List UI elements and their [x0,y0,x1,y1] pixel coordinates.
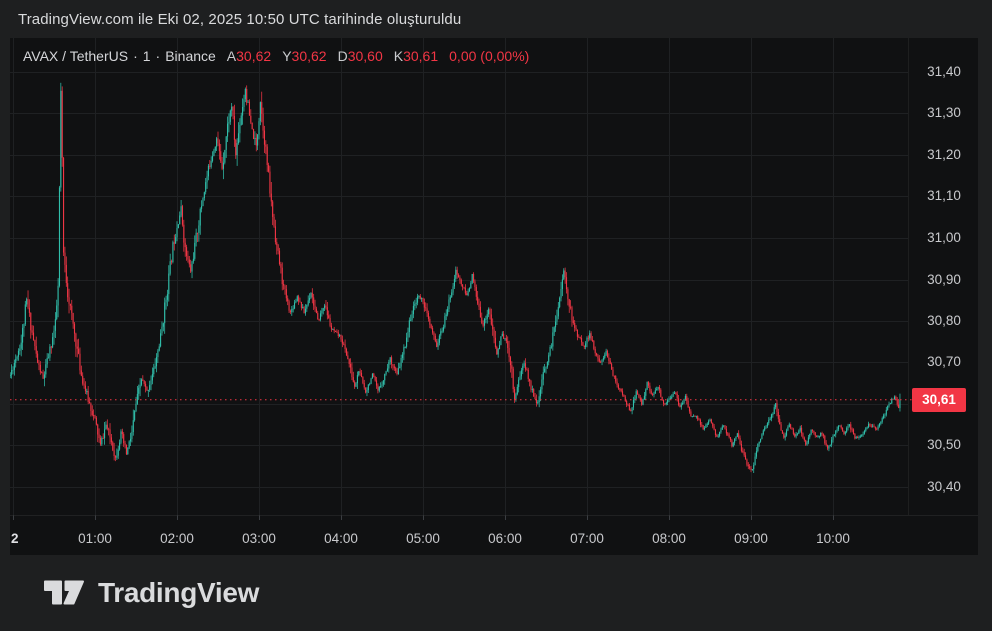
price-axis[interactable]: 31,40 31,30 31,20 31,10 31,00 30,90 30,80 30,70… [908,38,978,515]
exchange-label: Binance [165,48,216,64]
time-tick-label: 02:00 [160,531,194,546]
ohlc-values: A30,62 Y30,62 D30,60 K30,61 [216,48,438,64]
candles [10,82,901,473]
time-tick-label: 05:00 [406,531,440,546]
day-boundary-label: 2 [11,531,19,546]
price-tick-label: 30,50 [927,437,961,452]
ohlc-item: D30,60 [338,48,383,64]
chart-panel[interactable]: AVAX / TetherUS · 1 · Binance A30,62 Y30,62 D30… [10,38,978,555]
ohlc-label: Y [282,48,292,64]
symbol-title: AVAX / TetherUS [23,48,129,64]
time-tick-label: 08:00 [652,531,686,546]
tradingview-logo-icon [44,580,84,605]
ohlc-value: 30,62 [236,48,272,64]
price-tick-label: 31,00 [927,230,961,245]
price-tick-label: 31,40 [927,64,961,79]
ohlc-item: K30,61 [394,48,438,64]
time-tick-label: 06:00 [488,531,522,546]
price-tick-label: 31,10 [927,188,961,203]
ohlc-label: A [226,48,237,64]
tradingview-logo-text: TradingView [98,577,260,608]
price-tick-label: 30,70 [927,354,961,369]
time-tick-label: 01:00 [78,531,112,546]
price-tick-label: 30,80 [927,313,961,328]
pane-header: AVAX / TetherUS · 1 · Binance A30,62 Y30,62 D30… [23,47,529,65]
ohlc-value: 30,60 [347,48,383,64]
separator-dot: · [155,48,161,64]
time-tick-label: 10:00 [816,531,850,546]
ohlc-value: 30,62 [291,48,327,64]
ohlc-label: K [393,48,404,64]
attribution-text: TradingView.com ile Eki 02, 2025 10:50 U… [18,10,462,28]
attribution-bar: TradingView.com ile Eki 02, 2025 10:50 U… [0,0,992,38]
tradingview-logo[interactable]: TradingView [44,577,259,609]
change-value: 0,00 (0,00%) [449,48,530,64]
interval-label: 1 [142,48,151,64]
price-tick-label: 30,40 [927,479,961,494]
time-tick-label: 03:00 [242,531,276,546]
ohlc-item: A30,62 [227,48,271,64]
price-tick-label: 30,90 [927,272,961,287]
grid [10,38,908,515]
time-tick-label: 04:00 [324,531,358,546]
price-chart[interactable] [10,38,978,555]
separator-dot: · [133,48,138,64]
time-tick-label: 07:00 [570,531,604,546]
ohlc-value: 30,61 [403,48,439,64]
price-tick-label: 31,20 [927,147,961,162]
time-axis-ticks [13,515,834,520]
ohlc-label: D [337,48,348,64]
current-price-badge: 30,61 [912,388,966,412]
ohlc-item: Y30,62 [282,48,326,64]
time-axis[interactable]: 2 01:00 02:00 03:00 04:00 05:00 06:00 07:00 08:0… [10,515,978,555]
time-tick-label: 09:00 [734,531,768,546]
price-tick-label: 31,30 [927,105,961,120]
